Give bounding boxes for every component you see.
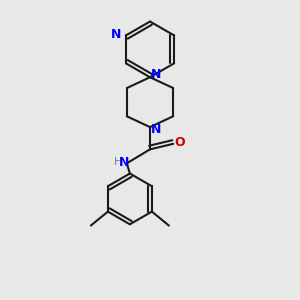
Text: O: O bbox=[175, 136, 185, 149]
Text: N: N bbox=[118, 156, 129, 169]
Text: N: N bbox=[150, 123, 161, 136]
Text: N: N bbox=[150, 68, 161, 81]
Text: N: N bbox=[111, 28, 121, 41]
Text: H: H bbox=[114, 157, 122, 167]
